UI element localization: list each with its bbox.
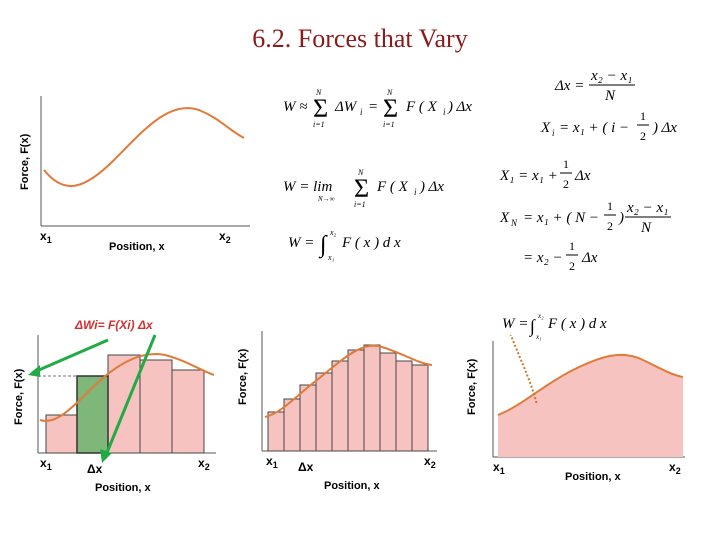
svg-text:F ( X: F ( X: [376, 179, 409, 195]
svg-text:) Δx: ) Δx: [447, 99, 472, 115]
svg-text:F ( x ) d x: F ( x ) d x: [547, 316, 607, 332]
dx-label: Δx: [87, 462, 103, 476]
force-curve-graph: Force, F(x) Position, x x1 x2: [19, 96, 250, 253]
force-curve: [43, 107, 245, 187]
many-bars-graph: Force, F(x) x1 x2 Δx Position, x: [237, 331, 437, 492]
svg-text:x₂ − x₁: x₂ − x₁: [626, 200, 668, 216]
svg-text:1: 1: [563, 157, 569, 171]
force-axis-label: Force, F(x): [237, 348, 249, 405]
eq-approx: W ≈: [283, 99, 307, 115]
eq-dx: Δx =: [554, 78, 584, 94]
svg-text:N: N: [510, 218, 518, 228]
eq-xn-simpl: = x₂ −: [523, 250, 563, 266]
svg-text:): ): [618, 210, 624, 226]
x2-label: x2: [669, 460, 681, 476]
force-axis-label: Force, F(x): [19, 133, 31, 190]
work-element-annotation: ΔWi= F(Xi) Δx: [74, 318, 154, 332]
integral-small: W = ∫ x₂ x₁ F ( x ) d x: [502, 312, 607, 341]
force-curve: [497, 353, 684, 416]
single-bar-graph: ΔWi= F(Xi) Δx Force, F(x) x1 x2 Δx Posit…: [13, 318, 216, 494]
eq-x1: X₁ = x₁ +: [499, 168, 558, 184]
x2-label: x2: [198, 456, 210, 472]
svg-text:2: 2: [640, 129, 646, 143]
svg-text:ΔW: ΔW: [334, 99, 358, 115]
svg-text:x₂ − x₁: x₂ − x₁: [590, 68, 632, 84]
eq-xn: X: [499, 210, 510, 226]
svg-text:2: 2: [563, 177, 569, 191]
svg-text:1: 1: [640, 109, 646, 123]
svg-text:=: =: [368, 99, 378, 115]
force-axis-label: Force, F(x): [13, 368, 25, 425]
dx-label: Δx: [298, 460, 314, 474]
x1-label: x1: [493, 460, 505, 476]
bars: [267, 344, 429, 452]
svg-text:N: N: [640, 220, 652, 236]
svg-text:Δx: Δx: [574, 168, 591, 184]
svg-text:1: 1: [569, 239, 575, 253]
svg-text:) Δx: ) Δx: [652, 120, 677, 136]
svg-text:i: i: [360, 107, 363, 117]
svg-text:2: 2: [607, 219, 613, 233]
dotted-indicator: [509, 335, 538, 406]
position-axis-label: Position, x: [324, 480, 381, 492]
svg-text:= x₁ + ( N −: = x₁ + ( N −: [523, 210, 599, 226]
position-axis-label: Position, x: [109, 241, 166, 253]
arrow: [104, 334, 157, 456]
svg-text:i: i: [552, 128, 555, 138]
svg-text:x₂: x₂: [329, 228, 337, 237]
x1-label: x1: [266, 454, 278, 470]
svg-text:∫: ∫: [529, 316, 536, 337]
force-axis-label: Force, F(x): [466, 358, 478, 415]
bar: [171, 369, 205, 454]
svg-text:i: i: [443, 107, 446, 117]
eq-limit: W = lim: [283, 179, 332, 195]
svg-text:x₁: x₁: [535, 333, 542, 341]
eq-xi: X: [540, 120, 551, 136]
area-graph: Force, F(x) x1 x2 Position, x: [466, 335, 685, 483]
sigma-1: Σ: [313, 94, 328, 123]
arrow: [31, 338, 109, 375]
x1-label: x1: [40, 456, 52, 472]
position-axis-label: Position, x: [565, 471, 622, 483]
svg-text:W =: W =: [502, 316, 528, 332]
x1-label: x1: [40, 229, 52, 245]
x2-label: x2: [424, 454, 436, 470]
bar: [45, 414, 79, 454]
svg-text:N: N: [357, 168, 364, 177]
svg-text:Σ: Σ: [354, 174, 369, 203]
svg-text:2: 2: [569, 259, 575, 273]
x2-label: x2: [219, 229, 231, 245]
svg-text:i=1: i=1: [383, 120, 395, 129]
svg-text:= x₁ + ( i −: = x₁ + ( i −: [559, 120, 629, 136]
svg-text:i: i: [414, 187, 417, 197]
svg-text:1: 1: [607, 199, 613, 213]
position-axis-label: Position, x: [95, 482, 152, 494]
svg-text:i=1: i=1: [313, 120, 325, 129]
svg-text:i=1: i=1: [354, 200, 366, 209]
svg-text:) Δx: ) Δx: [419, 179, 444, 195]
svg-text:Δx: Δx: [581, 250, 598, 266]
svg-text:N: N: [315, 88, 322, 97]
svg-text:x₂: x₂: [537, 312, 544, 320]
eq-integral: W =: [288, 235, 314, 251]
work-equations: W ≈ Σ N i=1 ΔW i = Σ N i=1 F ( X i ) Δx …: [283, 88, 472, 262]
svg-text:F ( X: F ( X: [405, 99, 438, 115]
svg-text:N: N: [604, 88, 616, 104]
svg-text:N→∞: N→∞: [317, 195, 335, 203]
page-title: 6.2. Forces that Vary: [252, 24, 468, 53]
svg-text:x₁: x₁: [327, 253, 335, 262]
force-curve: [39, 353, 215, 422]
svg-text:F ( x ) d x: F ( x ) d x: [341, 235, 401, 251]
svg-text:N: N: [386, 88, 393, 97]
bar: [139, 359, 173, 454]
area-under-curve: [498, 354, 683, 457]
svg-text:∫: ∫: [318, 232, 328, 259]
force-curve: [264, 344, 433, 418]
svg-text:Σ: Σ: [383, 94, 398, 123]
partition-equations: Δx = x₂ − x₁ N X i = x₁ + ( i − 1 2 ) Δx…: [499, 68, 677, 273]
